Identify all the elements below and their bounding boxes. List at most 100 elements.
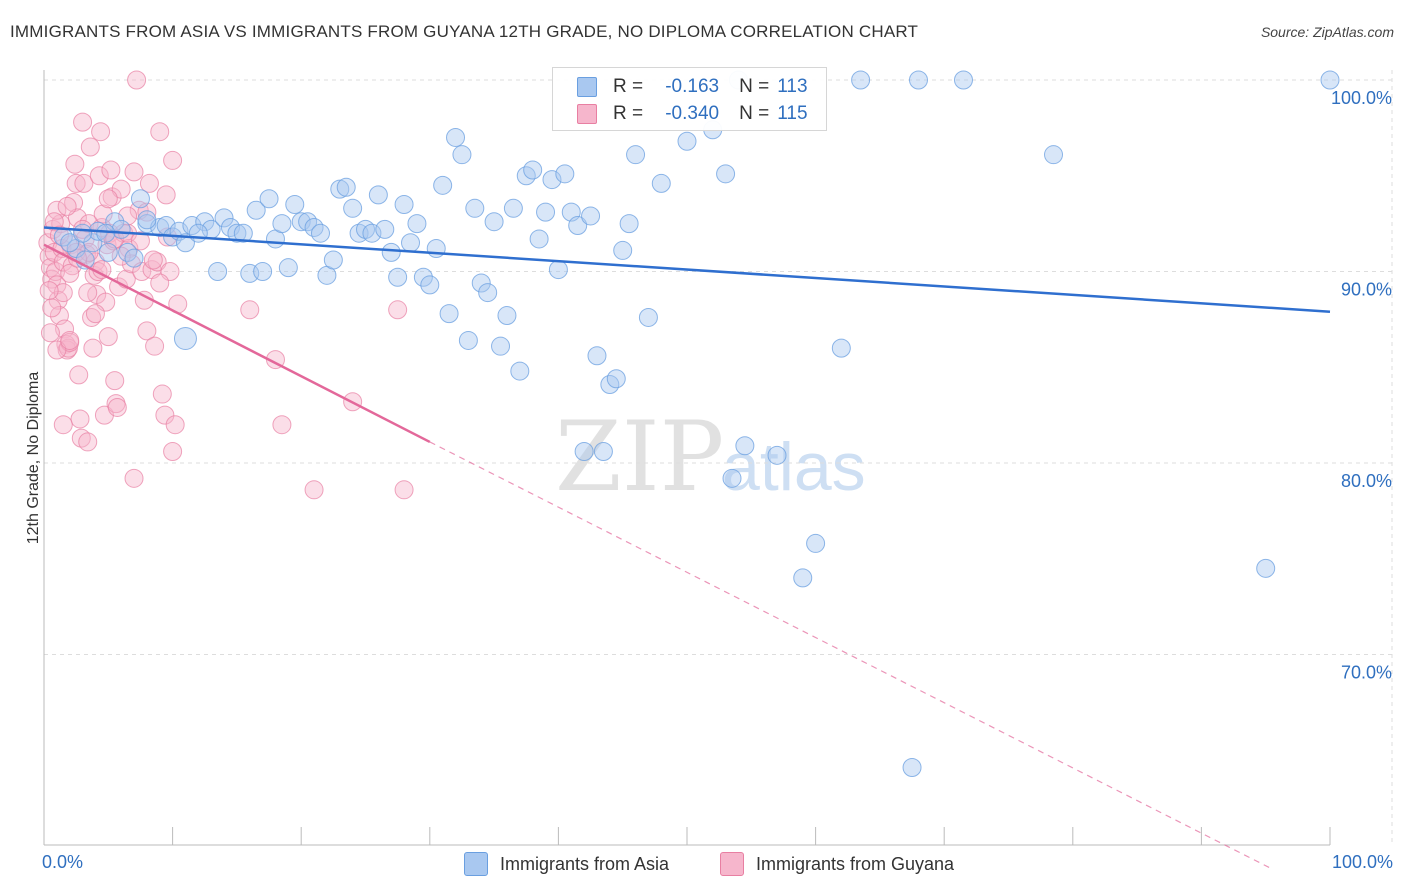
- y-tick-label: 80.0%: [1341, 471, 1392, 491]
- asia-point: [73, 223, 93, 243]
- asia-point: [291, 212, 311, 232]
- asia-point: [613, 240, 633, 260]
- y-tick-label: 70.0%: [1341, 663, 1392, 683]
- guyana-point: [107, 397, 127, 417]
- asia-point: [542, 170, 562, 190]
- asia-point: [831, 338, 851, 358]
- asia-point: [433, 175, 453, 195]
- guyana-point: [66, 173, 86, 193]
- asia-point: [619, 214, 639, 234]
- guyana-point: [70, 409, 90, 429]
- guyana-point: [163, 150, 183, 170]
- axis-layer: [43, 70, 1331, 846]
- asia-point: [96, 223, 116, 243]
- asia-point: [587, 346, 607, 366]
- asia-point: [83, 233, 103, 253]
- guyana-point: [85, 304, 105, 324]
- asia-point: [173, 327, 197, 351]
- legend-r-value-guyana: -0.340: [665, 103, 720, 124]
- legend-row-asia: R = -0.163 N = 113: [553, 73, 808, 101]
- guyana-point: [143, 250, 163, 270]
- y-tick-label: 90.0%: [1341, 280, 1392, 300]
- asia-point: [343, 198, 363, 218]
- watermark-zip: ZIP: [555, 401, 724, 513]
- asia-point: [458, 330, 478, 350]
- guyana-point: [145, 336, 165, 356]
- asia-point: [523, 160, 543, 180]
- asia-point: [175, 233, 195, 253]
- asia-point: [716, 164, 736, 184]
- guyana-point: [105, 371, 125, 391]
- source-credit: Source: ZipAtlas.com: [1260, 24, 1394, 40]
- asia-point: [503, 198, 523, 218]
- guyana-point: [92, 260, 112, 280]
- guyana-point: [39, 281, 59, 301]
- asia-point: [375, 219, 395, 239]
- legend-r-value-asia: -0.163: [665, 76, 720, 97]
- guyana-point: [127, 70, 147, 90]
- guyana-point: [152, 384, 172, 404]
- bottom-legend-asia[interactable]: Immigrants from Asia: [464, 851, 669, 877]
- guyana-point: [150, 122, 170, 142]
- guyana-point: [163, 442, 183, 462]
- asia-point: [510, 361, 530, 381]
- guyana-point: [156, 185, 176, 205]
- guyana-point: [47, 200, 67, 220]
- asia-point: [227, 223, 247, 243]
- asia-point: [497, 306, 517, 326]
- guyana-point: [58, 338, 78, 358]
- stats-legend: R = -0.163 N = 113 R = -0.340 N = 115: [552, 67, 827, 131]
- guyana-point: [150, 273, 170, 293]
- guyana-point: [165, 415, 185, 435]
- asia-point: [310, 223, 330, 243]
- guyana-point: [388, 300, 408, 320]
- x-tick-label: 0.0%: [42, 852, 83, 872]
- asia-point: [529, 229, 549, 249]
- guyana-point: [74, 173, 94, 193]
- asia-point: [394, 194, 414, 214]
- x-tick-label: 100.0%: [1332, 852, 1393, 872]
- asia-point: [323, 250, 343, 270]
- asia-point: [626, 145, 646, 165]
- guyana-point: [69, 365, 89, 385]
- asia-point: [478, 283, 498, 303]
- y-axis-title: 12th Grade, No Diploma: [25, 372, 42, 545]
- asia-point: [536, 202, 556, 222]
- guyana-point: [240, 300, 260, 320]
- guyana-point: [47, 275, 67, 295]
- asia-point: [638, 307, 658, 327]
- asia-point: [953, 70, 973, 90]
- legend-n-value-asia: 113: [777, 76, 808, 97]
- asia-point: [285, 194, 305, 214]
- guyana-points: [38, 70, 414, 500]
- legend-n-value-guyana: 115: [777, 103, 808, 124]
- asia-point: [233, 223, 253, 243]
- guyana-point: [304, 480, 324, 500]
- guyana-point: [78, 283, 98, 303]
- legend-r-label-guyana: R =: [613, 103, 644, 124]
- asia-point: [1044, 145, 1064, 165]
- guyana-point: [57, 196, 77, 216]
- asia-point: [214, 208, 234, 228]
- guyana-point: [98, 327, 118, 347]
- guyana-point: [47, 340, 67, 360]
- bottom-legend-guyana[interactable]: Immigrants from Guyana: [720, 851, 954, 877]
- asia-point: [182, 216, 202, 236]
- guyana-point: [93, 204, 113, 224]
- asia-point: [98, 242, 118, 262]
- guyana-point: [272, 415, 292, 435]
- asia-point: [188, 223, 208, 243]
- asia-point: [1320, 70, 1340, 90]
- guyana-point: [124, 468, 144, 488]
- guyana-point: [78, 432, 98, 452]
- guyana-point: [98, 189, 118, 209]
- asia-point: [259, 189, 279, 209]
- watermark-atlas: atlas: [722, 429, 866, 505]
- guyana-point: [394, 480, 414, 500]
- guyana-point: [91, 122, 111, 142]
- asia-point: [735, 436, 755, 456]
- asia-point: [677, 131, 697, 151]
- asia-point: [452, 145, 472, 165]
- asia-point: [381, 242, 401, 262]
